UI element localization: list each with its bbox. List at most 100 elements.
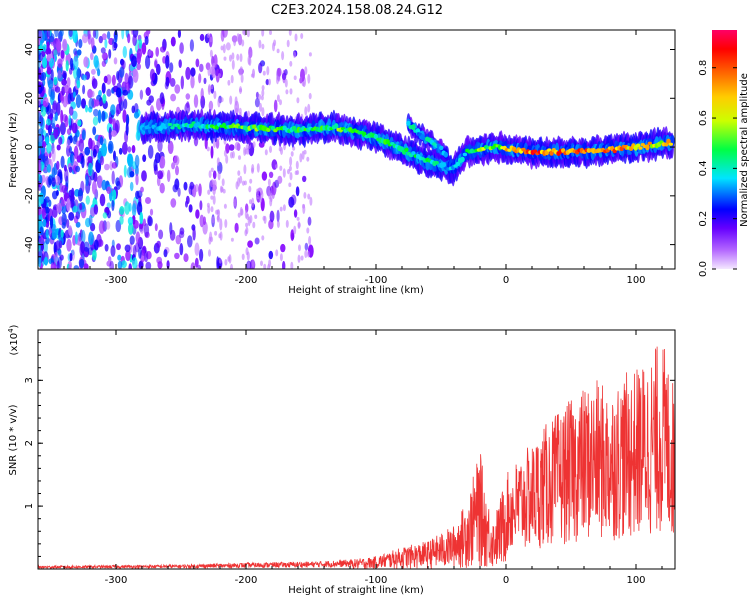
noise-blob xyxy=(243,146,247,156)
noise-blob xyxy=(302,175,307,183)
noise-blob xyxy=(159,92,165,105)
y-tick-label: 2 xyxy=(24,440,35,446)
noise-blob xyxy=(249,51,253,58)
noise-blob xyxy=(210,145,214,159)
noise-blob xyxy=(85,174,89,187)
noise-blob xyxy=(169,62,174,73)
noise-blob xyxy=(38,215,42,224)
noise-blob xyxy=(222,43,226,54)
noise-blob xyxy=(202,221,208,235)
snr-panel: -300 -200 -100 0 100 1 2 3 Height of straight l… xyxy=(7,324,676,596)
noise-blob xyxy=(65,60,69,72)
noise-blob xyxy=(285,89,289,95)
noise-blob xyxy=(136,52,141,65)
noise-blob xyxy=(206,202,210,208)
noise-blob xyxy=(222,188,226,194)
noise-blob xyxy=(46,30,51,40)
noise-blob xyxy=(104,163,110,171)
noise-blob xyxy=(100,47,106,54)
noise-blob xyxy=(136,201,143,216)
noise-blob xyxy=(127,33,131,44)
noise-blob xyxy=(219,185,223,193)
colorbar: 0.0 0.2 0.4 0.6 0.8 Normalized spectral ampl… xyxy=(698,30,750,277)
snr-series-line xyxy=(38,346,675,569)
noise-blob xyxy=(61,78,67,86)
noise-blob xyxy=(228,144,235,151)
noise-blob xyxy=(185,66,191,80)
ridge-core xyxy=(411,151,416,156)
noise-blob xyxy=(138,247,142,259)
ridge-core xyxy=(439,145,444,151)
noise-blob xyxy=(212,170,217,180)
noise-blob xyxy=(199,248,204,262)
noise-blob xyxy=(148,49,152,57)
noise-blob xyxy=(222,30,228,38)
noise-blob xyxy=(250,73,254,78)
noise-blob xyxy=(124,244,131,253)
noise-blob xyxy=(288,165,292,172)
noise-blob xyxy=(307,193,311,200)
noise-blob xyxy=(247,261,251,269)
y-tick-label: 0 xyxy=(24,144,35,150)
noise-blob xyxy=(146,99,152,106)
noise-blob xyxy=(57,248,62,257)
noise-blob xyxy=(284,78,288,88)
x-tick-label: -200 xyxy=(235,575,258,586)
noise-blob xyxy=(70,153,74,166)
ridge-core xyxy=(411,124,416,131)
noise-blob xyxy=(293,209,298,218)
noise-blob xyxy=(68,87,72,95)
noise-blob xyxy=(230,151,233,159)
noise-blob xyxy=(60,109,64,124)
noise-blob xyxy=(42,218,47,228)
noise-blob xyxy=(93,55,99,68)
noise-blob xyxy=(217,97,221,108)
noise-blob xyxy=(231,52,235,60)
noise-blob xyxy=(101,60,107,67)
snr-multiplier-exp: 4 xyxy=(7,328,15,333)
noise-blob xyxy=(68,212,75,221)
noise-blob xyxy=(92,126,97,136)
y-tick-label: 1 xyxy=(24,503,35,509)
noise-blob xyxy=(276,94,280,102)
noise-blob xyxy=(260,260,263,267)
noise-blob xyxy=(269,30,272,35)
noise-blob xyxy=(135,231,141,244)
noise-blob xyxy=(174,84,181,94)
noise-blob xyxy=(277,76,281,82)
colorbar-gradient xyxy=(712,30,737,269)
noise-blob xyxy=(188,204,193,213)
noise-blob xyxy=(141,170,147,182)
noise-blob xyxy=(114,30,118,44)
noise-blob xyxy=(301,81,305,87)
noise-blob xyxy=(261,30,265,37)
noise-blob xyxy=(214,230,218,236)
noise-blob xyxy=(245,144,249,151)
noise-blob xyxy=(227,79,231,86)
noise-blob xyxy=(59,122,66,136)
noise-blob xyxy=(136,63,142,71)
noise-blob xyxy=(111,162,118,169)
noise-blob xyxy=(67,93,72,105)
noise-blob xyxy=(223,203,227,209)
noise-blob xyxy=(115,219,122,233)
noise-blob xyxy=(296,216,300,221)
noise-blob xyxy=(304,242,309,251)
noise-blob xyxy=(180,75,184,90)
noise-blob xyxy=(300,255,304,261)
snr-ylabel: SNR (10 * v/v) xyxy=(8,404,19,475)
noise-blob xyxy=(102,93,107,104)
noise-blob xyxy=(230,237,234,242)
noise-blob xyxy=(268,171,274,178)
noise-blob xyxy=(55,190,59,196)
noise-blob xyxy=(266,66,270,76)
noise-blob xyxy=(115,87,122,98)
ridge-core xyxy=(404,147,409,152)
noise-blob xyxy=(306,156,310,162)
spectrogram-frame xyxy=(37,29,676,270)
noise-blob xyxy=(66,218,70,229)
noise-blob xyxy=(186,101,190,109)
noise-blob xyxy=(199,200,203,211)
noise-blob xyxy=(68,225,73,236)
noise-blob xyxy=(132,245,137,259)
